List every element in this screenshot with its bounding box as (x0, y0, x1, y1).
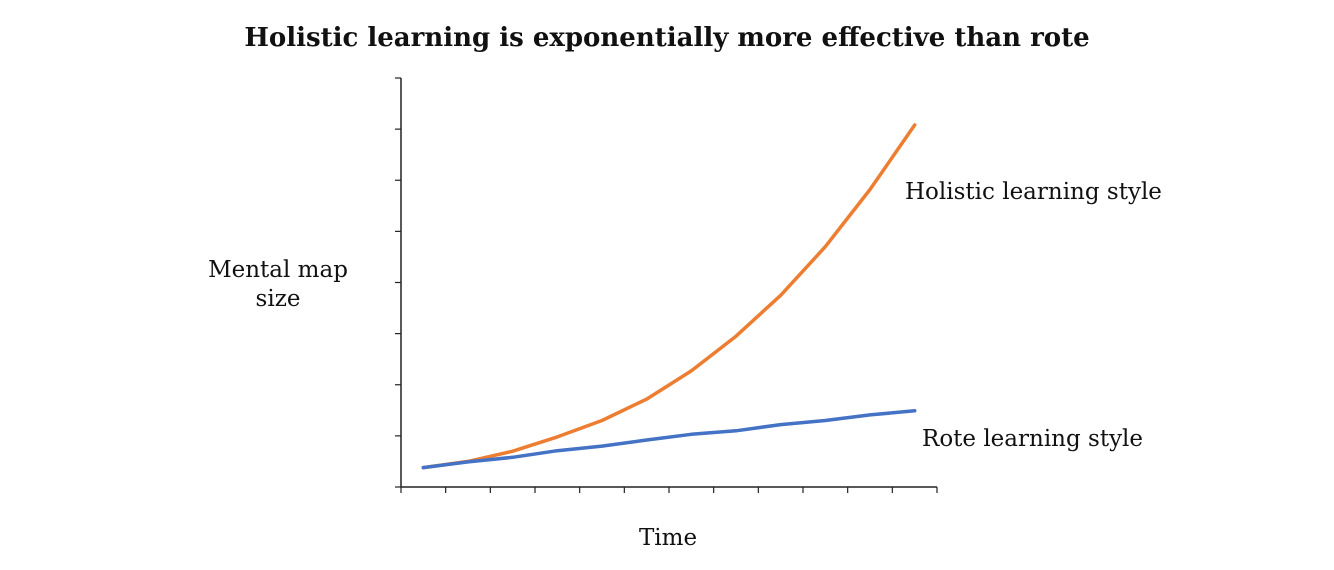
series-label-holistic: Holistic learning style (905, 179, 1162, 205)
y-axis-label-line-1: Mental map (208, 257, 348, 283)
series-layer (421, 123, 917, 470)
series-label-rote: Rote learning style (922, 426, 1143, 452)
x-ticks (400, 487, 938, 493)
y-ticks (395, 77, 401, 488)
axes (400, 78, 937, 488)
series-line-rote (421, 409, 917, 470)
x-axis-label: Time (639, 525, 697, 551)
y-axis-label-line-2: size (256, 286, 301, 312)
chart-title: Holistic learning is exponentially more … (244, 23, 1089, 53)
series-line-holistic (421, 123, 917, 470)
